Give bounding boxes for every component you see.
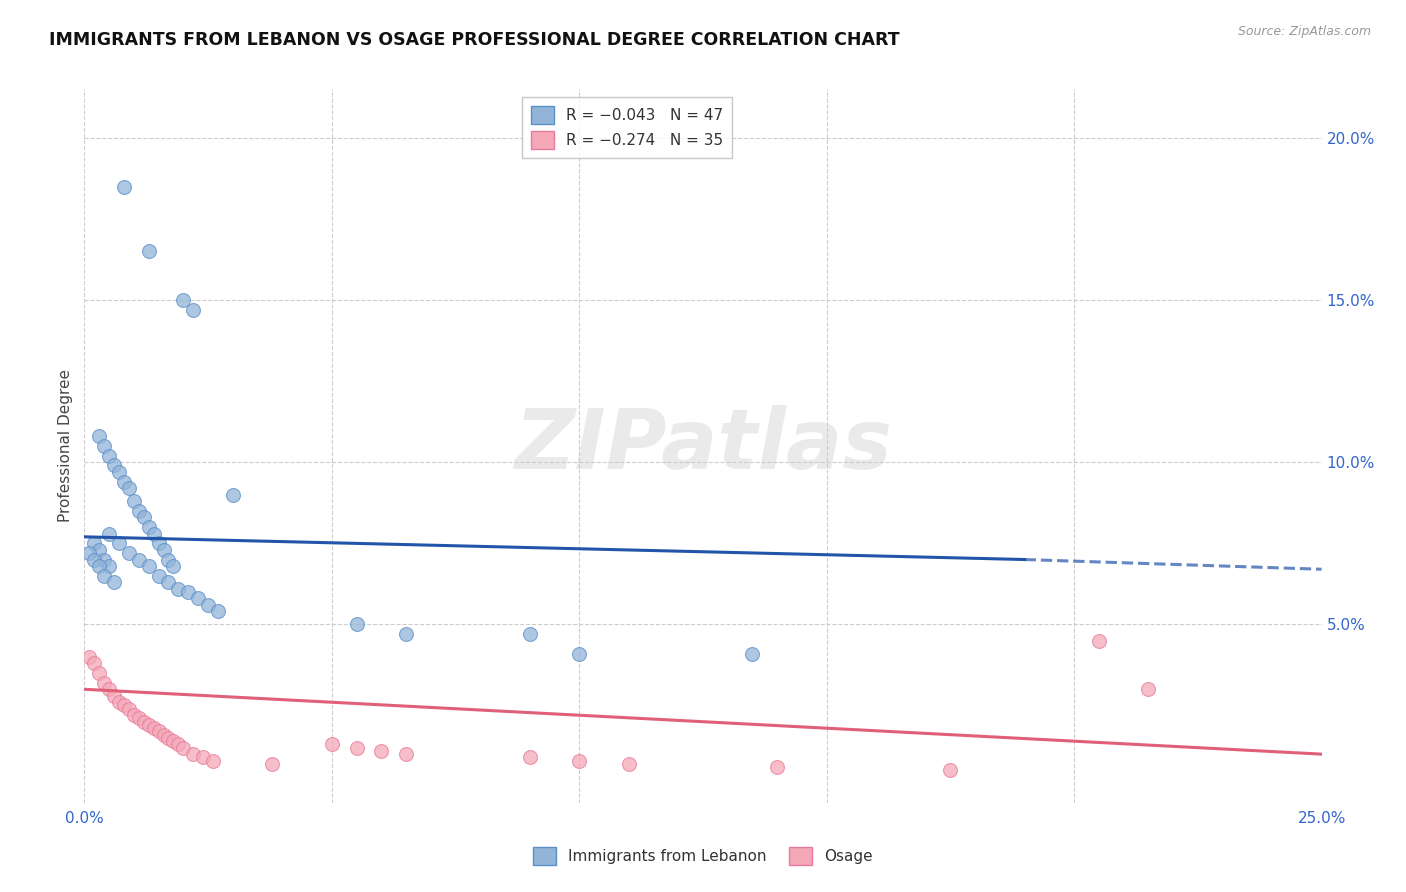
Point [89, 542, 111, 557]
Point [321, 738, 343, 752]
Point [122, 494, 145, 508]
Point [142, 526, 165, 541]
Point [766, 760, 789, 774]
Point [112, 475, 135, 489]
Point [568, 754, 591, 768]
Point [128, 552, 150, 566]
Point [83, 536, 105, 550]
Point [346, 617, 368, 632]
Point [177, 585, 200, 599]
Point [118, 481, 141, 495]
Point [172, 740, 194, 755]
Point [181, 302, 204, 317]
Point [568, 647, 591, 661]
Point [148, 724, 170, 739]
Y-axis label: Professional Degree: Professional Degree [58, 369, 73, 523]
Point [157, 731, 180, 745]
Legend: R = −0.043   N = 47, R = −0.274   N = 35: R = −0.043 N = 47, R = −0.274 N = 35 [522, 97, 733, 158]
Point [108, 536, 131, 550]
Point [132, 510, 155, 524]
Point [103, 575, 125, 590]
Point [138, 520, 160, 534]
Point [162, 734, 184, 748]
Point [108, 695, 131, 709]
Point [148, 536, 170, 550]
Point [122, 708, 145, 723]
Point [346, 740, 368, 755]
Point [202, 754, 225, 768]
Point [162, 559, 184, 574]
Point [98, 449, 121, 463]
Point [181, 747, 204, 761]
Point [118, 546, 141, 560]
Point [207, 604, 229, 618]
Point [142, 721, 165, 735]
Point [148, 568, 170, 582]
Point [93, 552, 115, 566]
Point [152, 728, 174, 742]
Text: ZIPatlas: ZIPatlas [515, 406, 891, 486]
Point [83, 552, 105, 566]
Point [89, 666, 111, 681]
Point [98, 526, 121, 541]
Point [197, 598, 219, 612]
Point [157, 552, 180, 566]
Point [93, 439, 115, 453]
Point [93, 675, 115, 690]
Point [89, 559, 111, 574]
Point [128, 504, 150, 518]
Point [138, 244, 160, 259]
Point [167, 582, 190, 596]
Point [128, 711, 150, 725]
Point [1137, 682, 1160, 697]
Point [132, 714, 155, 729]
Point [79, 649, 101, 664]
Point [167, 738, 190, 752]
Point [89, 429, 111, 443]
Point [370, 744, 392, 758]
Legend: Immigrants from Lebanon, Osage: Immigrants from Lebanon, Osage [527, 841, 879, 871]
Point [152, 542, 174, 557]
Point [138, 718, 160, 732]
Point [98, 559, 121, 574]
Point [103, 689, 125, 703]
Point [395, 627, 418, 641]
Point [939, 764, 962, 778]
Point [1088, 633, 1111, 648]
Point [157, 575, 180, 590]
Point [83, 657, 105, 671]
Point [519, 750, 541, 764]
Point [172, 293, 194, 307]
Point [103, 458, 125, 473]
Point [222, 488, 245, 502]
Point [395, 747, 418, 761]
Text: IMMIGRANTS FROM LEBANON VS OSAGE PROFESSIONAL DEGREE CORRELATION CHART: IMMIGRANTS FROM LEBANON VS OSAGE PROFESS… [49, 31, 900, 49]
Point [191, 750, 214, 764]
Point [262, 756, 284, 771]
Point [617, 756, 640, 771]
Point [187, 591, 209, 606]
Point [118, 702, 141, 716]
Point [112, 698, 135, 713]
Text: Source: ZipAtlas.com: Source: ZipAtlas.com [1237, 25, 1371, 38]
Point [112, 179, 135, 194]
Point [98, 682, 121, 697]
Point [138, 559, 160, 574]
Point [93, 568, 115, 582]
Point [108, 465, 131, 479]
Point [741, 647, 763, 661]
Point [79, 546, 101, 560]
Point [519, 627, 541, 641]
